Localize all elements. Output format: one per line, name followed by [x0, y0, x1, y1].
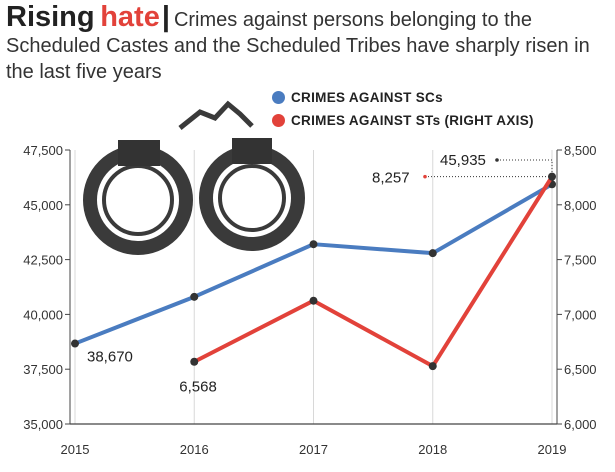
data-point-sc [190, 292, 199, 301]
legend-item-st: CRIMES AGAINST STs (RIGHT AXIS) [272, 113, 534, 128]
annotation-marker-sc [495, 158, 499, 162]
right-tick-label: 7,000 [564, 307, 597, 322]
chart-title: Rising hate| Crimes against persons belon… [6, 1, 606, 85]
legend-swatch-st [272, 114, 285, 127]
title-hate: hate [100, 1, 160, 33]
right-tick-label: 6,000 [564, 417, 597, 432]
x-tick-label: 2016 [180, 442, 209, 457]
left-tick-label: 35,000 [23, 417, 63, 432]
handcuffs-icon [83, 100, 305, 255]
left-tick-label: 40,000 [23, 307, 63, 322]
annotation-sc-2019: 45,935 [440, 152, 486, 169]
left-tick-label: 42,500 [23, 253, 63, 268]
series-line-st [193, 175, 554, 369]
x-tick-label: 2015 [61, 442, 90, 457]
annotation-st-2016: 6,568 [179, 379, 217, 396]
annotation-st-2019: 8,257 [372, 170, 410, 187]
data-point-st [190, 357, 199, 366]
data-point-st [428, 362, 437, 371]
data-point-st [309, 296, 318, 305]
right-tick-label: 7,500 [564, 253, 597, 268]
left-tick-label: 45,000 [23, 198, 63, 213]
data-point-sc [71, 339, 79, 348]
right-tick-label: 8,500 [564, 143, 597, 158]
legend-item-sc: CRIMES AGAINST SCs [272, 90, 443, 105]
chart-subtitle: Crimes against persons belonging to the … [6, 9, 590, 83]
annotation-sc-2015: 38,670 [87, 349, 133, 366]
right-tick-label: 8,000 [564, 198, 597, 213]
right-tick-label: 6,500 [564, 362, 597, 377]
data-point-sc [428, 249, 437, 258]
legend-swatch-sc [272, 91, 285, 104]
title-separator: | [161, 1, 170, 33]
annotation-leader-sc [497, 159, 553, 185]
left-tick-label: 37,500 [23, 362, 63, 377]
legend-label-st: CRIMES AGAINST STs (RIGHT AXIS) [291, 113, 534, 128]
legend-label-sc: CRIMES AGAINST SCs [291, 90, 443, 105]
x-tick-label: 2019 [538, 442, 567, 457]
title-rising: Rising [6, 1, 95, 33]
x-tick-label: 2018 [418, 442, 447, 457]
annotation-marker-st [423, 174, 427, 179]
left-tick-label: 47,500 [23, 143, 63, 158]
x-tick-label: 2017 [299, 442, 328, 457]
data-point-sc [309, 240, 318, 249]
